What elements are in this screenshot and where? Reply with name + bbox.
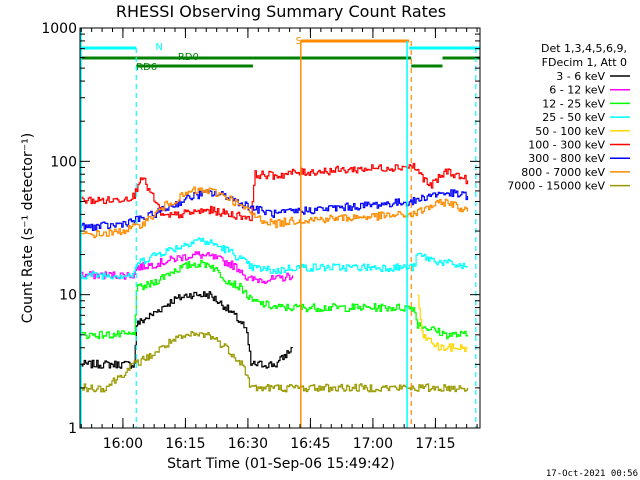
- legend-label-3: 25 - 50 keV: [542, 111, 605, 124]
- legend-label-1: 6 - 12 keV: [549, 84, 605, 97]
- series-line-2: [80, 259, 469, 340]
- series-line-4: [417, 294, 469, 353]
- render-timestamp: 17-Oct-2021 00:56: [546, 469, 638, 479]
- legend-label-2: 12 - 25 keV: [542, 97, 605, 110]
- series-line-8: [80, 331, 469, 393]
- x-tick-label-1: 16:15: [165, 436, 205, 452]
- y-axis-label: Count Rate (s⁻¹ detector⁻¹): [20, 133, 36, 323]
- plot-area: N RD0 RD6 S 1 10 100 1000 16:00 16:15 16:30 16:45 17…: [41, 21, 481, 452]
- y-axis-ticks: 1 10 100 1000: [41, 21, 480, 437]
- y-tick-label-0: 1: [68, 421, 77, 437]
- marker-label-n: N: [155, 42, 162, 53]
- series-group: [80, 162, 469, 393]
- marker-label-rd0: RD0: [178, 52, 199, 63]
- legend-header-1: FDecim 1, Att 0: [542, 56, 627, 69]
- y-tick-label-1: 10: [59, 288, 77, 304]
- chart-title: RHESSI Observing Summary Count Rates: [116, 2, 446, 21]
- series-line-5: [80, 162, 469, 222]
- y-tick-label-3: 1000: [41, 21, 77, 37]
- series-line-7: [80, 186, 469, 239]
- y-tick-label-2: 100: [50, 154, 77, 170]
- legend-label-5: 100 - 300 keV: [528, 139, 605, 152]
- legend-label-6: 300 - 800 keV: [528, 152, 605, 165]
- x-tick-label-0: 16:00: [103, 436, 143, 452]
- marker-label-rd6: RD6: [136, 62, 157, 73]
- legend-label-0: 3 - 6 keV: [556, 70, 605, 83]
- marker-label-s: S: [296, 36, 302, 47]
- annotation-group: N RD0 RD6 S: [80, 28, 480, 428]
- series-line-3: [80, 237, 469, 280]
- x-tick-label-2: 16:30: [228, 436, 268, 452]
- x-axis-label: Start Time (01-Sep-06 15:49:42): [167, 456, 395, 472]
- series-line-0: [80, 291, 294, 369]
- legend-label-4: 50 - 100 keV: [535, 125, 605, 138]
- legend-header-0: Det 1,3,4,5,6,9,: [541, 42, 627, 55]
- legend: Det 1,3,4,5,6,9,FDecim 1, Att 03 - 6 keV…: [507, 42, 630, 193]
- plot-frame: [79, 27, 481, 429]
- x-tick-label-4: 17:00: [353, 436, 393, 452]
- x-tick-label-3: 16:45: [290, 436, 330, 452]
- x-tick-label-5: 17:15: [415, 436, 455, 452]
- legend-label-7: 800 - 7000 keV: [521, 166, 605, 179]
- x-axis-ticks: 16:00 16:15 16:30 16:45 17:00 17:15: [80, 28, 478, 452]
- legend-label-8: 7000 - 15000 keV: [507, 180, 605, 193]
